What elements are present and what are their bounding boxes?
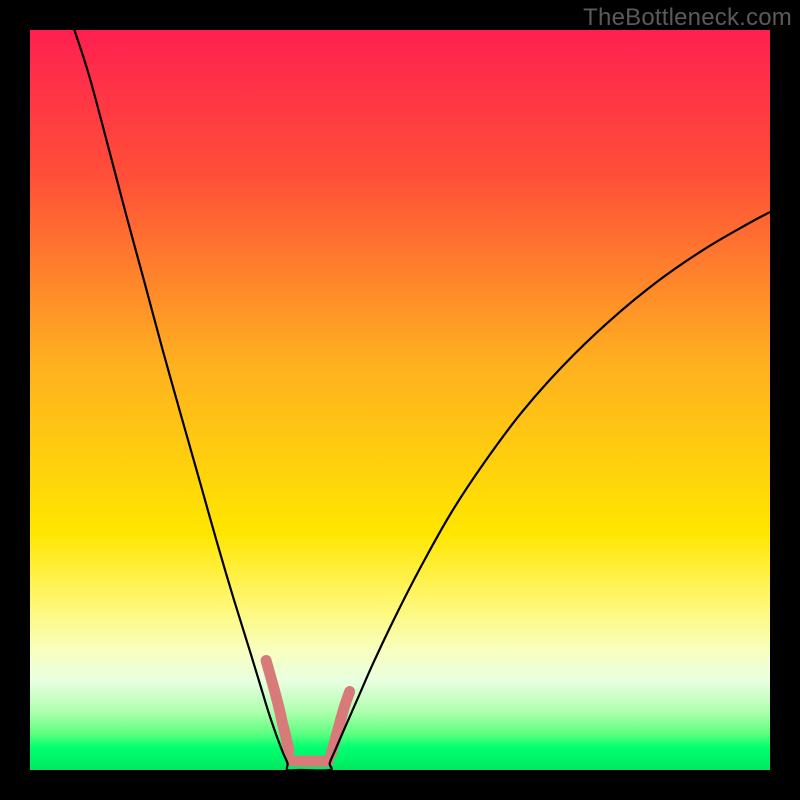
stage: TheBottleneck.com	[0, 0, 800, 800]
watermark-text: TheBottleneck.com	[583, 4, 792, 32]
highlight-segment	[290, 760, 328, 761]
chart-svg	[30, 30, 770, 770]
bottleneck-curve	[74, 30, 770, 771]
plot-area	[30, 30, 770, 770]
